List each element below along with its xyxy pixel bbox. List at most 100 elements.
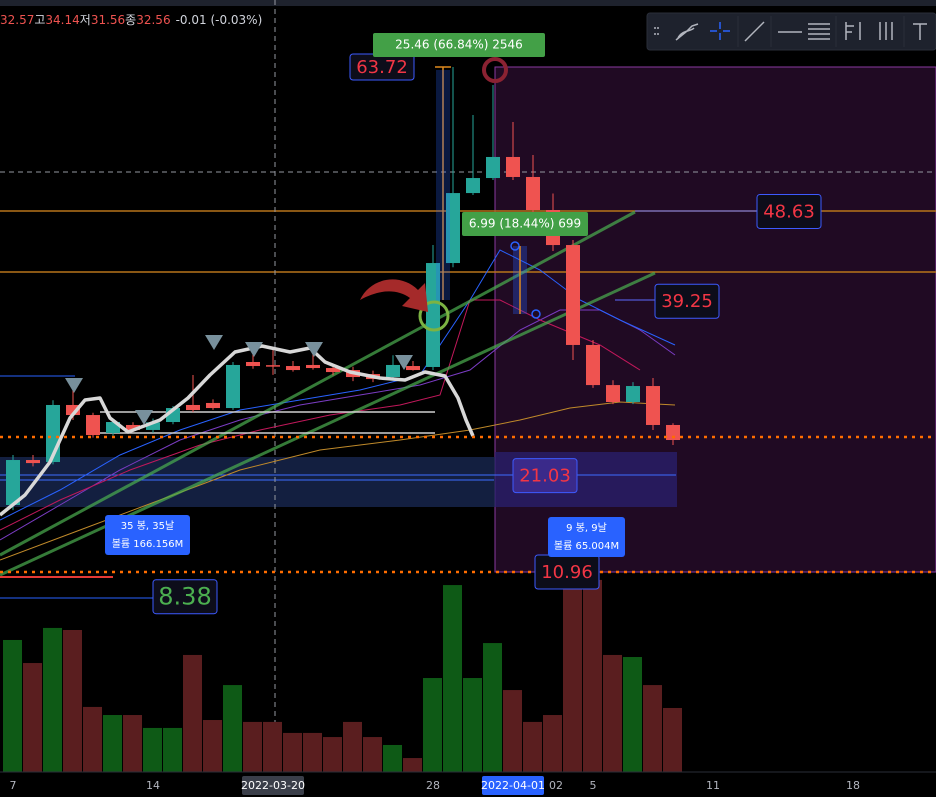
measure-label: 6.99 (18.44%) 699 xyxy=(469,217,581,231)
price-label-box xyxy=(152,579,218,615)
range-label-box xyxy=(548,517,625,557)
volume-bar xyxy=(523,721,542,772)
moving-average xyxy=(0,309,676,541)
volume-bar xyxy=(663,707,682,772)
volume-bar xyxy=(603,654,622,772)
volume-bar xyxy=(23,663,42,772)
drag-handle[interactable] xyxy=(654,27,659,35)
volume-bar xyxy=(403,758,422,772)
volume-bar xyxy=(563,581,582,772)
volume-bar xyxy=(483,643,502,772)
candle-body xyxy=(326,368,340,373)
volume-bar xyxy=(283,732,302,772)
candle-body xyxy=(266,365,280,367)
volume xyxy=(3,579,682,772)
volume-bar xyxy=(3,639,22,772)
candle-body xyxy=(306,364,320,369)
trendline-tool[interactable] xyxy=(744,21,765,42)
volume-bar xyxy=(343,721,362,772)
x-tick-label: 11 xyxy=(706,779,720,792)
triangle-marker xyxy=(135,410,153,425)
volume-bar xyxy=(223,685,242,772)
candle-body xyxy=(446,193,460,264)
volume-bar xyxy=(243,721,262,772)
ohlc-legend-item: 32.57 xyxy=(0,13,34,27)
candle-body xyxy=(206,402,220,409)
triangle-marker xyxy=(305,342,323,357)
crosshair-tool[interactable] xyxy=(710,22,730,40)
triangle-marker xyxy=(245,342,263,357)
volume-bar xyxy=(163,727,182,772)
candle-body xyxy=(226,364,240,409)
x-tick-label: 28 xyxy=(426,779,440,792)
measure-label-box xyxy=(462,212,588,236)
ohlc-legend-item: 34.14 xyxy=(45,13,79,27)
price-label: 8.38 xyxy=(158,583,211,611)
price-label: 39.25 xyxy=(661,291,713,312)
volume-bar xyxy=(623,657,642,772)
candle-body xyxy=(406,366,420,371)
brush-tool[interactable] xyxy=(675,23,699,41)
candle-body xyxy=(426,263,440,367)
price-label-box xyxy=(654,283,720,319)
range-volume: 볼륨 166.156M xyxy=(112,538,184,550)
measure-label-box xyxy=(373,33,545,57)
moving-average xyxy=(0,401,676,561)
candle-body xyxy=(126,424,140,431)
x-tick-label: 02 xyxy=(549,779,563,792)
candle-body xyxy=(246,362,260,367)
x-tick-highlight xyxy=(242,776,304,795)
volume-bar xyxy=(543,715,562,772)
candle-body xyxy=(486,156,500,179)
candle-body xyxy=(626,386,640,403)
range-volume: 볼륨 65.004M xyxy=(554,540,619,552)
volume-bar xyxy=(303,732,322,772)
x-tick-label: 2022-04-01 xyxy=(481,779,545,792)
triangle-marker xyxy=(395,355,413,370)
overlay xyxy=(0,57,541,517)
candle-body xyxy=(506,156,520,177)
volume-bar xyxy=(83,706,102,772)
date-range-zone xyxy=(0,457,495,507)
circle-marker xyxy=(418,300,450,332)
candle-body xyxy=(26,460,40,464)
volume-bar xyxy=(583,579,602,772)
volume-bar xyxy=(383,744,402,772)
ohlc-legend-item: 고 xyxy=(34,13,45,27)
candle-body xyxy=(286,366,300,371)
ohlc-legend-item: 저 xyxy=(80,13,91,27)
ohlc-legend: 32.57고34.14저31.56종32.56 -0.01 (-0.03%) xyxy=(0,13,262,27)
triangle-marker xyxy=(65,378,83,393)
arrow-drawing xyxy=(360,279,428,312)
measure-label: 25.46 (66.84%) 2546 xyxy=(395,38,523,52)
ohlc-legend-item: 32.56 xyxy=(136,13,170,27)
fib-tool[interactable] xyxy=(808,23,830,40)
candle-body xyxy=(6,460,20,506)
text-tool[interactable] xyxy=(913,23,927,40)
volume-bar xyxy=(43,627,62,772)
trend-line xyxy=(0,210,636,557)
range-bars: 9 봉, 9날 xyxy=(566,522,607,534)
freehand-curve xyxy=(0,344,475,517)
top-bar xyxy=(0,0,936,6)
candle-body xyxy=(566,245,580,345)
x-tick-label: 2022-03-20 xyxy=(241,779,305,792)
candle-body xyxy=(66,404,80,416)
pattern-tool[interactable] xyxy=(845,22,861,40)
range-label-box xyxy=(105,515,190,555)
ohlc-legend-item: -0.01 (-0.03%) xyxy=(176,13,263,27)
prediction-tool[interactable] xyxy=(879,22,893,40)
volume-bar xyxy=(423,678,442,772)
candle-body xyxy=(386,364,400,378)
candle-body xyxy=(186,404,200,411)
x-tick-label: 14 xyxy=(146,779,160,792)
candle-body xyxy=(106,422,120,434)
volume-bar xyxy=(263,721,282,772)
x-tick-highlight xyxy=(482,776,544,795)
circle-marker xyxy=(482,57,508,83)
x-tick-label: 7 xyxy=(10,779,17,792)
candle-body xyxy=(86,415,100,436)
ohlc-legend-item: 31.56 xyxy=(91,13,125,27)
price-label: 48.63 xyxy=(763,201,815,222)
